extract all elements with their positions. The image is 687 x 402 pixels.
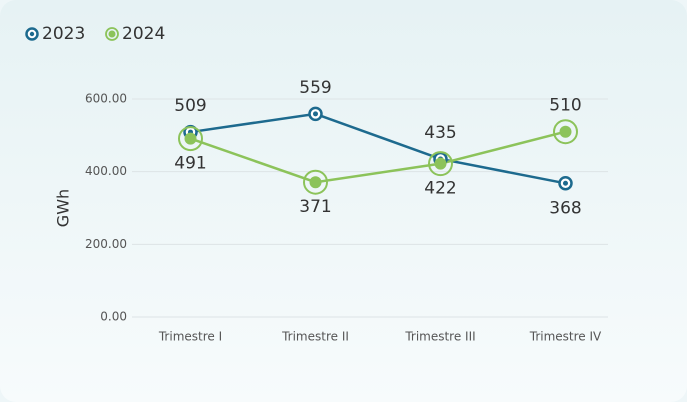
y-axis-label: GWh bbox=[54, 189, 73, 227]
y-tick-label: 0.00 bbox=[100, 310, 127, 324]
y-tick-label: 400.00 bbox=[85, 164, 127, 178]
y-tick-label: 200.00 bbox=[85, 237, 127, 251]
legend-marker-dot bbox=[109, 31, 116, 38]
x-tick-label: Trimestre I bbox=[158, 330, 222, 344]
x-tick-label: Trimestre IV bbox=[529, 330, 602, 344]
data-label: 510 bbox=[549, 96, 581, 116]
point-marker bbox=[185, 133, 197, 145]
data-label: 559 bbox=[299, 78, 331, 98]
point-marker-dot bbox=[313, 111, 318, 116]
chart: 2023 2024 GWh 0.00 200.00 400.00 600.00 Trime… bbox=[0, 0, 687, 402]
legend-label: 2024 bbox=[122, 24, 165, 44]
legend-marker-dot bbox=[30, 32, 34, 36]
data-label: 491 bbox=[174, 154, 206, 174]
x-tick-label: Trimestre II bbox=[281, 330, 349, 344]
data-label: 371 bbox=[299, 197, 331, 217]
data-label: 422 bbox=[424, 179, 456, 199]
data-label: 509 bbox=[174, 96, 206, 116]
point-marker bbox=[310, 176, 322, 188]
data-label: 435 bbox=[424, 123, 456, 143]
legend-label: 2023 bbox=[42, 24, 85, 44]
point-marker bbox=[435, 158, 447, 170]
point-marker bbox=[560, 126, 572, 138]
x-tick-label: Trimestre III bbox=[404, 330, 475, 344]
y-tick-label: 600.00 bbox=[85, 92, 127, 106]
point-marker-dot bbox=[563, 181, 568, 186]
data-label: 368 bbox=[549, 198, 581, 218]
